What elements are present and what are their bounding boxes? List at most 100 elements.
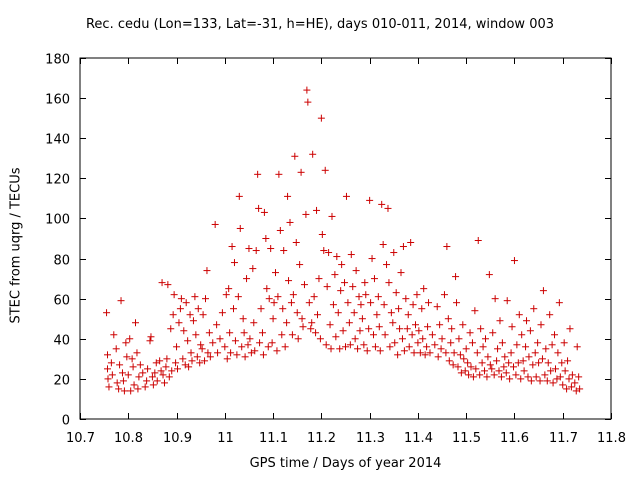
data-point	[134, 385, 142, 393]
data-point	[336, 345, 344, 353]
data-point	[192, 331, 200, 339]
data-point	[104, 375, 112, 383]
x-axis-label: GPS time / Days of year 2014	[249, 456, 442, 471]
data-point	[156, 357, 164, 365]
data-point	[104, 351, 112, 359]
data-point	[117, 297, 125, 305]
data-point	[315, 275, 323, 283]
data-point	[489, 329, 497, 337]
data-point	[440, 291, 448, 299]
data-point	[245, 245, 253, 253]
data-point	[292, 239, 300, 247]
data-point	[493, 357, 501, 365]
data-point	[342, 343, 349, 351]
data-point	[373, 311, 381, 319]
y-tick-label: 60	[53, 294, 70, 309]
data-point	[438, 335, 446, 343]
data-point	[341, 279, 349, 287]
x-tick-label: 11.6	[500, 431, 529, 446]
data-point	[273, 347, 281, 355]
data-point	[175, 319, 183, 327]
data-point	[193, 353, 201, 361]
x-tick-label: 11.4	[404, 431, 433, 446]
data-point	[524, 373, 532, 381]
data-point	[551, 331, 559, 339]
data-point	[331, 271, 339, 279]
data-point	[225, 285, 233, 293]
data-point	[474, 237, 482, 245]
y-tick-label: 160	[45, 93, 70, 108]
data-point	[221, 343, 229, 351]
data-point	[481, 335, 489, 343]
data-point	[213, 321, 221, 329]
data-point	[403, 325, 411, 333]
data-point	[486, 361, 494, 369]
data-point	[559, 381, 567, 389]
x-tick-label: 11.7	[549, 431, 578, 446]
data-point	[384, 204, 392, 212]
data-point	[518, 331, 526, 339]
data-point	[391, 339, 399, 347]
data-point	[549, 379, 557, 387]
data-point	[158, 279, 166, 287]
data-point	[323, 283, 331, 291]
data-point	[173, 343, 181, 351]
data-point	[421, 351, 429, 359]
data-point	[286, 218, 294, 226]
x-tick-label: 10.7	[66, 431, 95, 446]
data-point	[447, 339, 455, 347]
data-point	[366, 196, 374, 204]
data-point	[304, 98, 312, 106]
data-point	[347, 251, 355, 259]
data-point	[147, 333, 155, 341]
data-point	[361, 279, 369, 287]
data-point	[231, 337, 239, 345]
data-point	[165, 373, 173, 381]
data-point	[494, 345, 502, 353]
data-point	[465, 371, 473, 379]
data-point	[189, 317, 197, 325]
data-point	[370, 275, 378, 283]
data-points	[103, 86, 584, 395]
data-point	[314, 311, 322, 319]
data-point	[196, 359, 204, 367]
y-tick-label: 180	[45, 53, 70, 68]
data-point	[119, 377, 127, 385]
data-point	[346, 341, 354, 349]
data-point	[464, 359, 472, 367]
data-point	[177, 295, 185, 303]
data-point	[339, 327, 347, 335]
data-point	[556, 373, 564, 381]
data-point	[563, 385, 571, 393]
data-point	[293, 309, 301, 317]
data-point	[326, 321, 334, 329]
data-point	[223, 355, 231, 363]
data-point	[551, 365, 559, 373]
data-point	[411, 321, 419, 329]
data-point	[538, 355, 546, 363]
data-point	[456, 351, 464, 359]
data-point	[256, 339, 264, 347]
data-point	[481, 367, 489, 375]
data-point	[544, 359, 552, 367]
data-point	[420, 285, 428, 293]
data-point	[294, 335, 302, 343]
data-point	[434, 353, 442, 361]
data-point	[110, 331, 118, 339]
data-point	[473, 349, 481, 357]
data-point	[389, 319, 397, 327]
data-point	[413, 291, 421, 299]
data-point	[234, 293, 242, 301]
data-point	[198, 345, 206, 353]
data-point	[185, 363, 193, 371]
data-point	[360, 341, 368, 349]
data-point	[354, 345, 362, 353]
y-tick-label: 140	[45, 133, 70, 148]
data-point	[230, 259, 238, 267]
data-point	[396, 325, 404, 333]
data-point	[228, 243, 236, 251]
data-point	[387, 309, 395, 317]
data-point	[554, 349, 562, 357]
plot-axes: 10.7 10.8 10.9 11 11.1 11.2 11.3 11.4 11.5 11.6 11…	[45, 53, 626, 447]
x-tick-label: 11	[217, 431, 234, 446]
